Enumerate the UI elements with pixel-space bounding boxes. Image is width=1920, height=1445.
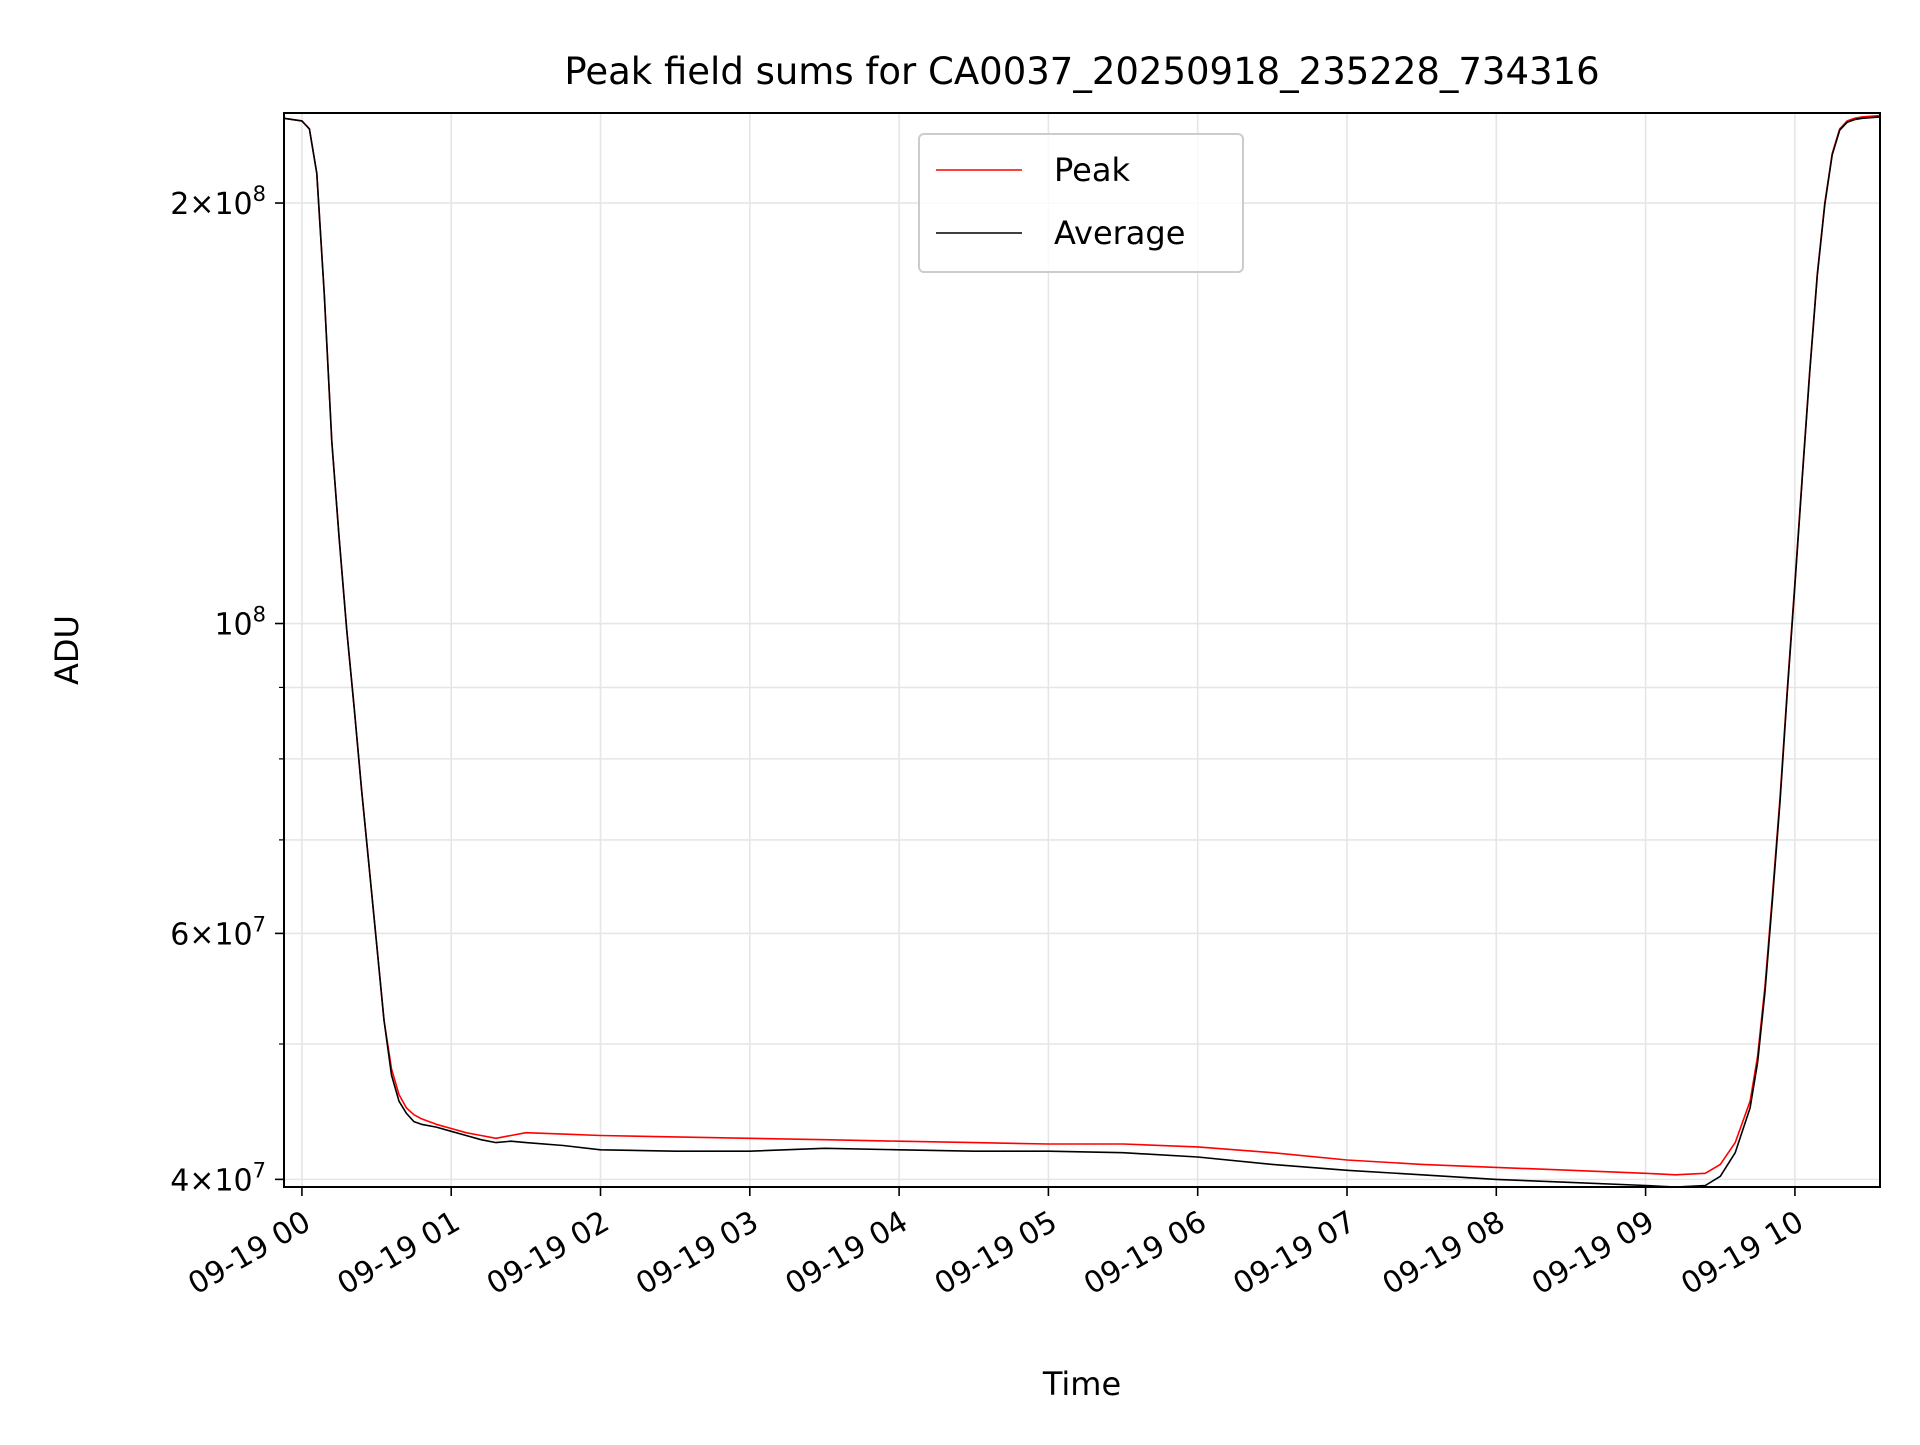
chart-title: Peak field sums for CA0037_20250918_2352… [564, 50, 1599, 93]
x-tick-label: 09-19 10 [1675, 1204, 1809, 1302]
x-tick-label: 09-19 00 [182, 1204, 316, 1302]
legend: Peak Average [918, 133, 1244, 273]
x-tick-label: 09-19 02 [481, 1204, 615, 1302]
y-tick-label: 6×107 [170, 912, 266, 952]
plot-frame [283, 112, 1881, 1188]
y-tick-label: 2×108 [170, 182, 266, 222]
y-axis-label: ADU [48, 615, 86, 685]
x-tick-label: 09-19 01 [332, 1204, 466, 1302]
x-tick-label: 09-19 09 [1526, 1204, 1660, 1302]
x-tick-label: 09-19 05 [929, 1204, 1063, 1302]
x-tick-label: 09-19 07 [1227, 1204, 1361, 1302]
x-tick-label: 09-19 06 [1078, 1204, 1212, 1302]
x-tick-label: 09-19 03 [630, 1204, 764, 1302]
series-layer [283, 114, 1881, 1188]
x-tick-label: 09-19 04 [780, 1204, 914, 1302]
y-tick-label: 4×107 [170, 1158, 266, 1198]
x-axis-label: Time [1042, 1365, 1121, 1403]
legend-label-peak: Peak [1054, 151, 1130, 189]
series-line-peak [283, 114, 1881, 1176]
grid-layer [284, 113, 1880, 1187]
y-tick-label: 108 [214, 603, 266, 643]
tick-layer: 09-19 00 09-19 01 09-19 02 09-19 03 09-19 04… [170, 182, 1809, 1302]
series-line-average [283, 116, 1881, 1188]
legend-label-average: Average [1054, 214, 1185, 252]
x-tick-label: 09-19 08 [1377, 1204, 1511, 1302]
legend-box [918, 133, 1244, 273]
